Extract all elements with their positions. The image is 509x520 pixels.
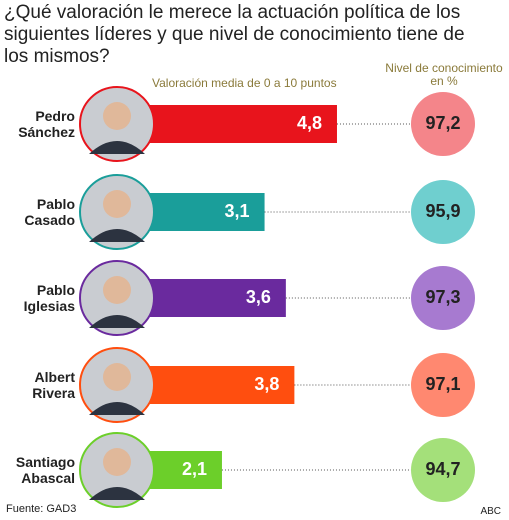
photo-body (89, 402, 145, 415)
knowledge-label: 94,7 (425, 459, 461, 479)
knowledge-label: 95,9 (425, 201, 461, 221)
category-label: Pedro Sánchez (18, 108, 75, 140)
photo-head (103, 276, 131, 304)
bar (132, 366, 295, 404)
photo-head (103, 448, 131, 476)
credit: ABC (480, 506, 501, 517)
value-label: 3,1 (224, 201, 250, 221)
photo-body (89, 229, 145, 242)
secondary-title: Nivel de conocimiento en % (385, 61, 503, 88)
value-label: 3,6 (245, 287, 271, 307)
category-label: Pablo Iglesias (23, 282, 75, 314)
category-label: Santiago Abascal (15, 454, 75, 486)
bar (132, 105, 337, 143)
knowledge-label: 97,2 (425, 113, 461, 133)
bar (132, 279, 286, 317)
knowledge-circle (411, 180, 475, 244)
knowledge-label: 97,1 (425, 374, 461, 394)
photo-head (103, 190, 131, 218)
category-label: Albert Rivera (32, 369, 75, 401)
photo-body (89, 315, 145, 328)
photo-body (89, 141, 145, 154)
chart-title: ¿Qué valoración le merece la actuación p… (4, 2, 465, 67)
category-label: Pablo Casado (24, 196, 75, 228)
value-label: 4,8 (296, 113, 322, 133)
knowledge-circle (411, 266, 475, 330)
photo-body (89, 487, 145, 500)
photo-head (103, 102, 131, 130)
value-label: 3,8 (254, 374, 280, 394)
source: Fuente: GAD3 (6, 503, 77, 515)
knowledge-circle (411, 438, 475, 502)
photo-head (103, 363, 131, 391)
knowledge-label: 97,3 (425, 287, 461, 307)
knowledge-circle (411, 92, 475, 156)
subtitle: Valoración media de 0 a 10 puntos (152, 76, 337, 90)
value-label: 2,1 (181, 459, 207, 479)
knowledge-circle (411, 353, 475, 417)
